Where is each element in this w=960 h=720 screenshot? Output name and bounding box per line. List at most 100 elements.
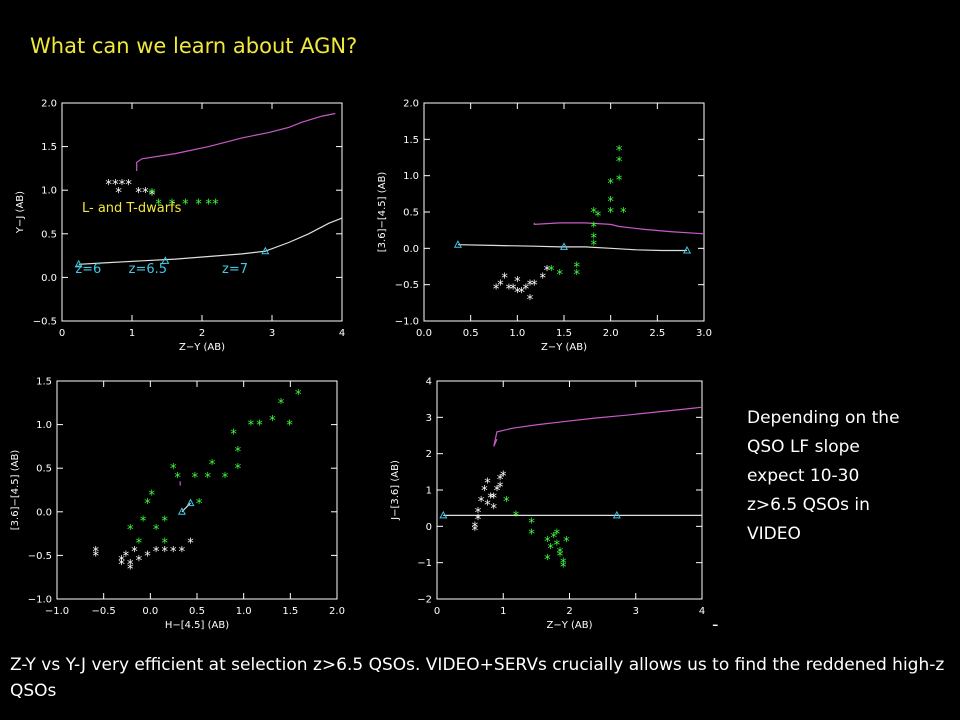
y-tick-label: 1.5: [36, 377, 52, 388]
qso-point: *: [557, 549, 564, 564]
plot-frame: [56, 380, 338, 600]
plot-annotation: z=6: [75, 262, 101, 277]
qso-point: *: [235, 445, 242, 460]
dwarf-point: *: [475, 513, 482, 528]
y-axis-label: Y−J (AB): [15, 191, 26, 234]
dwarf-point: *: [531, 279, 538, 294]
dwarf-point: *: [187, 536, 194, 551]
dwarf-point: *: [123, 549, 130, 564]
qso-point: *: [140, 515, 147, 530]
x-tick-label: −1.0: [45, 606, 69, 617]
qso-point: *: [607, 195, 614, 210]
y-tick-label: 1: [426, 486, 432, 497]
slide-title: What can we learn about AGN?: [30, 34, 358, 58]
y-tick-label: 0.0: [403, 244, 419, 255]
qso-point: *: [256, 419, 263, 434]
plot-frame: [436, 380, 703, 600]
dwarf-point: *: [497, 480, 504, 495]
plot-annotation: L- and T-dwarfs: [82, 201, 182, 216]
dwarf-point: *: [506, 282, 513, 297]
qso-point: *: [230, 427, 237, 442]
x-tick-label: 1.0: [236, 606, 252, 617]
qso-point: *: [174, 471, 181, 486]
slide-caption: Z-Y vs Y-J very efficient at selection z…: [10, 655, 945, 701]
qso-point: *: [547, 542, 554, 557]
x-tick-label: 0.5: [463, 328, 479, 339]
y-tick-label: −0.5: [395, 280, 419, 291]
x-axis-label: Z−Y (AB): [546, 620, 592, 631]
qso-point: *: [595, 210, 602, 225]
dwarf-point: *: [144, 549, 151, 564]
track-line: [533, 222, 705, 235]
y-tick-label: −1.0: [395, 317, 419, 328]
qso-point: *: [192, 471, 199, 486]
dwarf-point: *: [472, 520, 479, 535]
dash-mark: -: [712, 614, 719, 635]
dwarf-point: *: [149, 189, 156, 204]
x-tick-label: 1.5: [556, 328, 572, 339]
track-line: [78, 217, 343, 265]
qso-point: *: [205, 197, 212, 212]
qso-point: *: [544, 535, 551, 550]
y-tick-label: 2: [426, 449, 432, 460]
qso-point: *: [590, 239, 597, 254]
qso-point: *: [590, 221, 597, 236]
dwarf-point: *: [481, 484, 488, 499]
dwarf-point: *: [125, 178, 132, 193]
track-line: [457, 244, 687, 252]
y-tick-label: 0.0: [41, 273, 57, 284]
x-tick-label: 4: [699, 606, 705, 617]
dwarf-point: *: [497, 473, 504, 488]
dwarf-point: *: [527, 279, 534, 294]
dwarf-point: *: [500, 469, 507, 484]
redshift-marker: [261, 246, 270, 255]
dwarf-point: *: [518, 286, 525, 301]
qso-point: *: [195, 197, 202, 212]
qso-point: *: [554, 528, 561, 543]
x-tick-label: −0.5: [92, 606, 116, 617]
dwarf-point: *: [484, 499, 491, 514]
y-tick-label: 0.5: [41, 229, 57, 240]
qso-point: *: [554, 539, 561, 554]
y-tick-label: 1.5: [41, 142, 57, 153]
y-tick-label: −0.5: [28, 551, 52, 562]
dwarf-point: *: [527, 293, 534, 308]
dwarf-point: *: [93, 545, 100, 560]
y-tick-label: −1.0: [28, 595, 52, 606]
qso-point: *: [590, 231, 597, 246]
dwarf-point: *: [136, 554, 143, 569]
qso-point: *: [528, 517, 535, 532]
dwarf-point: *: [131, 545, 138, 560]
qso-point: *: [573, 268, 580, 283]
qso-point: *: [528, 528, 535, 543]
x-tick-label: 4: [339, 328, 345, 339]
qso-point: *: [149, 488, 156, 503]
x-tick-label: 2: [199, 328, 205, 339]
x-tick-label: 3: [633, 606, 639, 617]
x-axis-label: Z−Y (AB): [541, 342, 587, 353]
redshift-marker: [453, 240, 462, 248]
qso-point: *: [161, 536, 168, 551]
qso-point: *: [286, 419, 293, 434]
panel-h45-vs-irac-color: −1.0 −0.5 0.0 0.5 1.0 1.5 2.0 −1.0 −0.5 0.0 0.5 1.0…: [10, 377, 345, 632]
dwarf-point: *: [484, 477, 491, 492]
redshift-marker: [439, 510, 448, 519]
qso-point: *: [620, 206, 627, 221]
qso-point: *: [563, 535, 570, 550]
y-tick-label: −1: [417, 558, 432, 569]
dwarf-point: *: [491, 491, 498, 506]
redshift-marker: [74, 259, 83, 268]
x-tick-label: 2.5: [649, 328, 665, 339]
qso-point: *: [544, 553, 551, 568]
qso-count-note: Depending on the QSO LF slope expect 10-…: [747, 408, 900, 544]
qso-point: *: [235, 462, 242, 477]
dwarf-point: *: [105, 178, 112, 193]
qso-point: *: [149, 187, 156, 202]
dwarf-point: *: [497, 279, 504, 294]
dwarf-point: *: [487, 491, 494, 506]
x-tick-label: 1.0: [509, 328, 525, 339]
dwarf-point: *: [161, 545, 168, 560]
qso-point: *: [153, 523, 160, 538]
dwarf-point: *: [478, 495, 485, 510]
dwarf-point: *: [118, 554, 125, 569]
